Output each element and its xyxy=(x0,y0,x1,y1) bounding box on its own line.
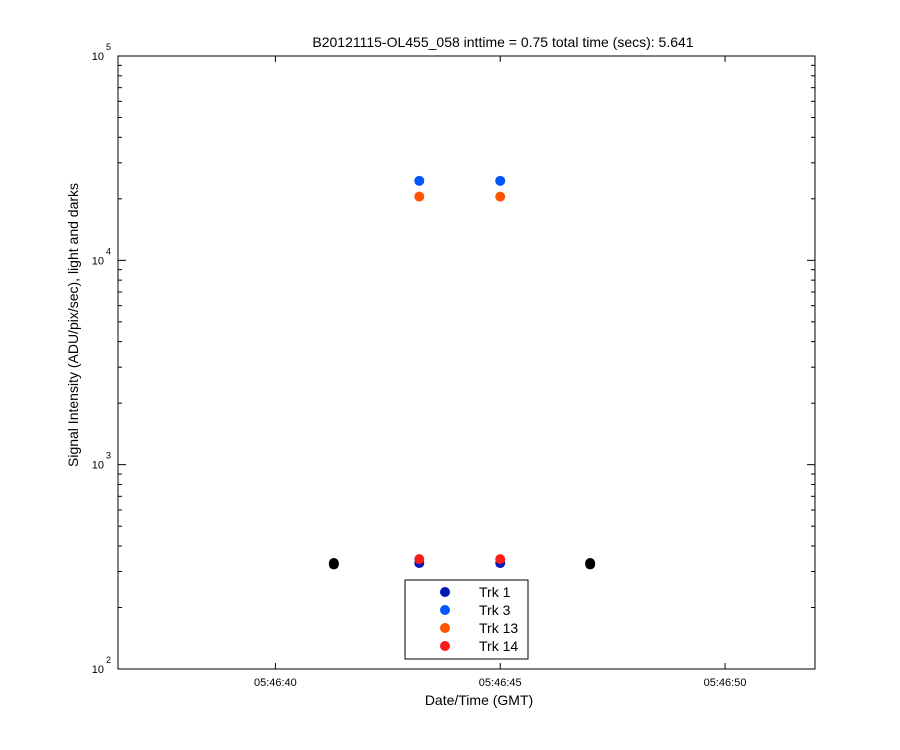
legend-marker xyxy=(440,605,450,615)
x-axis-label: Date/Time (GMT) xyxy=(425,692,533,708)
point-trk-14 xyxy=(495,554,506,565)
legend-box xyxy=(404,579,529,660)
legend-item: Trk 3 xyxy=(440,602,511,618)
legend-marker xyxy=(440,623,450,633)
point-trk-3 xyxy=(414,175,425,186)
x-tick-label: 05:46:45 xyxy=(479,677,522,689)
legend: Trk 1 Trk 3 Trk 13 Trk 14 xyxy=(404,579,529,660)
axis-ticks xyxy=(118,55,815,670)
legend-item: Trk 13 xyxy=(440,620,518,636)
x-tick-label: 05:46:50 xyxy=(704,677,747,689)
y-tick-base: 10 xyxy=(92,255,104,267)
legend-label: Trk 14 xyxy=(479,638,518,654)
legend-label: Trk 13 xyxy=(479,620,518,636)
dark-point xyxy=(328,558,339,569)
plot-area-frame xyxy=(117,55,816,670)
y-tick-exponent: 2 xyxy=(106,655,111,665)
y-tick-base: 10 xyxy=(92,460,104,472)
y-tick-label: 105 xyxy=(92,42,111,63)
x-tick-label: 05:46:40 xyxy=(254,677,297,689)
y-tick-label: 104 xyxy=(92,246,111,267)
legend-label: Trk 3 xyxy=(479,602,511,618)
y-tick-label: 103 xyxy=(92,451,111,472)
y-axis-label: Signal Intensity (ADU/pix/sec), light an… xyxy=(65,183,81,467)
y-tick-base: 10 xyxy=(92,51,104,63)
legend-item: Trk 1 xyxy=(440,584,511,600)
y-tick-base: 10 xyxy=(92,664,104,676)
point-trk-14 xyxy=(414,554,425,565)
legend-item: Trk 14 xyxy=(440,638,518,654)
legend-label: Trk 1 xyxy=(479,584,511,600)
dark-point xyxy=(585,558,596,569)
legend-marker xyxy=(440,641,450,651)
y-tick-exponent: 5 xyxy=(106,42,111,52)
data-points xyxy=(328,175,596,570)
x-tick-labels: 05:46:40 05:46:45 05:46:50 xyxy=(254,677,747,689)
point-trk-13 xyxy=(414,191,425,202)
y-tick-exponent: 3 xyxy=(106,451,111,461)
y-tick-label: 102 xyxy=(92,655,111,676)
point-trk-3 xyxy=(495,175,506,186)
chart-title: B20121115-OL455_058 inttime = 0.75 total… xyxy=(312,34,693,50)
legend-marker xyxy=(440,587,450,597)
y-tick-exponent: 4 xyxy=(106,246,111,256)
point-trk-13 xyxy=(495,191,506,202)
